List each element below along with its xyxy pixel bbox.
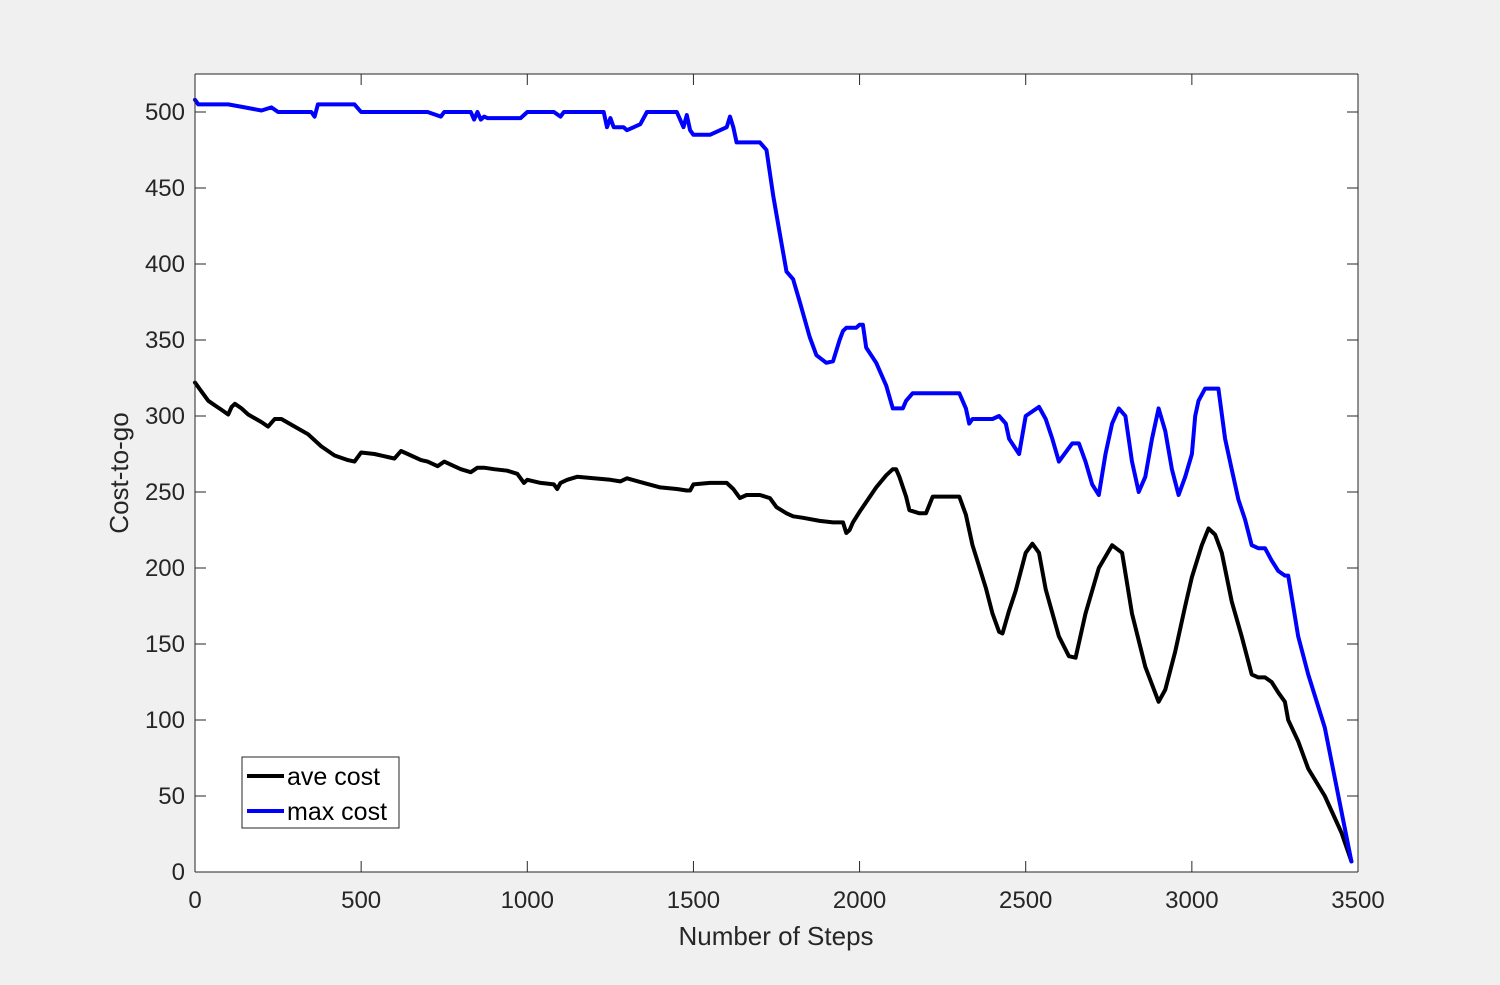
y-tick-label: 0 bbox=[172, 859, 185, 886]
y-tick-label: 250 bbox=[145, 479, 185, 506]
x-tick-label: 2500 bbox=[999, 887, 1052, 914]
x-tick-label: 3500 bbox=[1331, 887, 1384, 914]
y-tick-label: 300 bbox=[145, 403, 185, 430]
axes-layer: 0 500 1000 1500 2000 2500 3000 3500 0 50 100 150 200… bbox=[145, 73, 1385, 914]
plot-area bbox=[195, 74, 1358, 872]
y-tick-label: 100 bbox=[145, 707, 185, 734]
legend-box bbox=[241, 756, 400, 829]
y-tick-label: 400 bbox=[145, 251, 185, 278]
x-tick-label: 0 bbox=[188, 887, 201, 914]
x-axis-label: Number of Steps bbox=[678, 921, 873, 951]
series-line-max-cost bbox=[193, 97, 1354, 864]
series-line-ave-cost bbox=[193, 380, 1354, 864]
y-tick-label: 150 bbox=[145, 631, 185, 658]
y-tick-label: 450 bbox=[145, 175, 185, 202]
x-tick-label: 3000 bbox=[1165, 887, 1218, 914]
legend-label: max cost bbox=[287, 798, 387, 826]
legend: ave cost max cost bbox=[241, 756, 400, 829]
y-tick-label: 200 bbox=[145, 555, 185, 582]
y-tick-label: 500 bbox=[145, 99, 185, 126]
y-tick-label: 350 bbox=[145, 327, 185, 354]
legend-label: ave cost bbox=[287, 763, 380, 791]
y-axis-label: Cost-to-go bbox=[104, 412, 134, 533]
x-tick-label: 500 bbox=[341, 887, 381, 914]
x-tick-label: 1000 bbox=[501, 887, 554, 914]
x-tick-label: 1500 bbox=[667, 887, 720, 914]
series-layer bbox=[193, 97, 1354, 864]
x-tick-label: 2000 bbox=[833, 887, 886, 914]
y-tick-label: 50 bbox=[158, 783, 185, 810]
